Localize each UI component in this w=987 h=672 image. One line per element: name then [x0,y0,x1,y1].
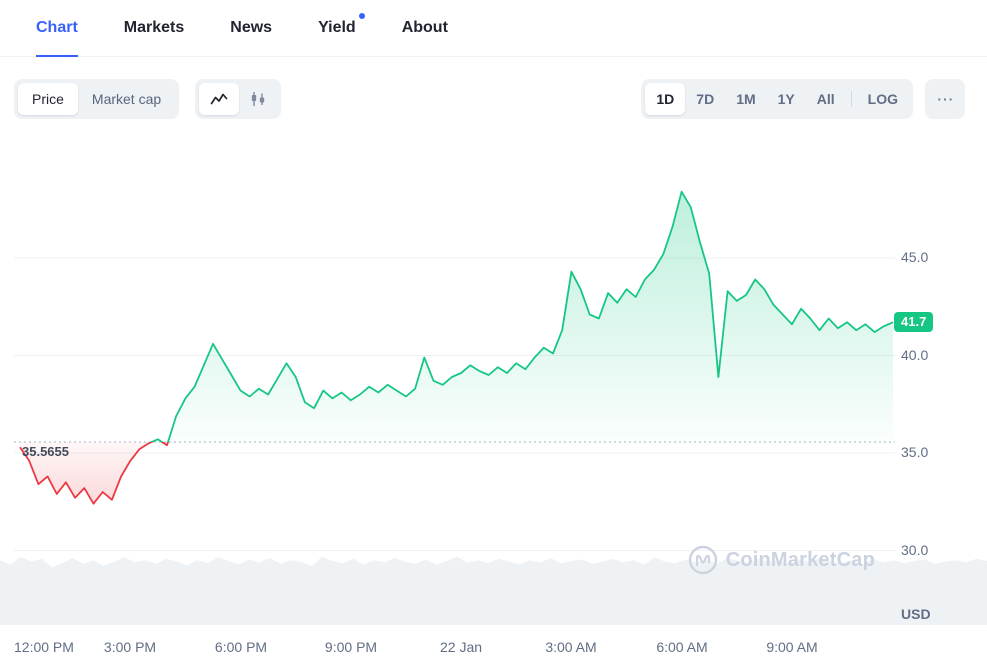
tab-yield[interactable]: Yield [318,0,365,56]
range-1m-button[interactable]: 1M [725,83,766,115]
market-cap-toggle-button[interactable]: Market cap [78,83,175,115]
tab-markets[interactable]: Markets [124,0,184,56]
line-chart-button[interactable] [199,83,240,115]
x-axis-label: 9:00 AM [766,639,818,655]
watermark-text: CoinMarketCap [725,548,875,571]
price-chart-svg [0,190,987,625]
tab-label: Chart [36,19,78,36]
tab-label: Markets [123,19,185,36]
range-divider [850,91,852,107]
tab-about[interactable]: About [402,0,448,56]
price-chart[interactable] [0,155,987,625]
tab-chart[interactable]: Chart [36,0,78,57]
tab-label: Yield [318,19,356,36]
chart-type-toggle [195,79,282,119]
current-price-badge: 41.7 [894,312,934,333]
baseline-price-label: 35.5655 [22,444,69,459]
x-axis-label: 3:00 AM [545,639,597,655]
price-toggle-button[interactable]: Price [18,83,78,115]
tab-bar: Chart Markets News Yield About [0,0,987,57]
unit-label: USD [901,606,931,622]
range-1y-button[interactable]: 1Y [767,83,806,115]
x-axis-label: 3:00 PM [103,639,157,655]
candlestick-button[interactable] [239,83,277,115]
watermark: CoinMarketCap [688,545,875,575]
range-1d-button[interactable]: 1D [645,83,686,115]
y-axis-label: 30.0 [901,541,929,558]
x-axis-label: 6:00 AM [656,639,708,655]
range-all-button[interactable]: All [806,83,846,115]
tab-label: About [401,19,448,36]
candlestick-icon [251,92,265,106]
line-chart-icon [210,93,228,105]
y-axis-label: 35.0 [901,444,929,460]
x-axis-label: 22 Jan [439,639,483,655]
new-badge-dot [358,13,365,19]
ellipsis-icon: ⋯ [936,89,954,109]
more-options-button[interactable]: ⋯ [925,79,965,119]
y-axis-label: 40.0 [901,346,929,363]
tab-label: News [230,19,273,36]
range-log-button[interactable]: LOG [857,83,909,115]
metric-toggle: Price Market cap [14,79,180,119]
x-axis-label: 6:00 PM [214,639,268,655]
range-toggle: 1D 7D 1M 1Y All LOG [641,79,913,119]
range-controls: 1D 7D 1M 1Y All LOG ⋯ [641,79,965,119]
x-axis-label: 12:00 PM [14,639,74,655]
chart-toolbar: Price Market cap 1D 7D 1M 1Y All LOG ⋯ [14,79,965,119]
y-axis-label: 45.0 [901,249,929,265]
tab-news[interactable]: News [230,0,272,56]
coinmarketcap-logo-icon [688,545,717,575]
x-axis-label: 9:00 PM [324,639,378,655]
range-7d-button[interactable]: 7D [685,83,725,115]
